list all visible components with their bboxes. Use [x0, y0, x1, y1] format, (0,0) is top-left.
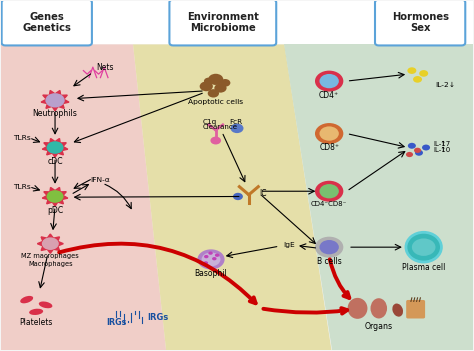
Ellipse shape: [29, 309, 43, 315]
Text: Nets: Nets: [96, 63, 113, 72]
Circle shape: [208, 74, 223, 85]
Text: ↑: ↑: [438, 147, 447, 153]
Circle shape: [215, 253, 219, 257]
Text: Environment
Microbiome: Environment Microbiome: [187, 12, 259, 33]
Circle shape: [407, 67, 416, 74]
Circle shape: [315, 123, 343, 144]
Circle shape: [230, 124, 244, 133]
Text: C1q: C1q: [203, 119, 217, 125]
Circle shape: [419, 70, 428, 77]
Circle shape: [46, 141, 64, 154]
Circle shape: [214, 84, 227, 93]
Polygon shape: [37, 234, 64, 253]
Polygon shape: [42, 139, 68, 157]
Circle shape: [212, 257, 217, 260]
Circle shape: [319, 240, 339, 254]
Polygon shape: [42, 187, 68, 206]
Circle shape: [203, 261, 208, 265]
Text: IL-2↓: IL-2↓: [436, 81, 456, 88]
Circle shape: [319, 74, 339, 88]
Circle shape: [208, 251, 213, 255]
Text: B cells: B cells: [317, 257, 342, 266]
Text: Hormones
Sex: Hormones Sex: [392, 12, 448, 33]
Text: IL-17: IL-17: [433, 141, 450, 147]
Circle shape: [201, 252, 220, 266]
FancyBboxPatch shape: [406, 300, 425, 318]
Text: Organs: Organs: [365, 322, 393, 331]
Text: ↑: ↑: [438, 141, 447, 147]
Text: IFN-α: IFN-α: [90, 177, 110, 183]
Circle shape: [204, 78, 213, 85]
Text: cDC: cDC: [47, 157, 63, 166]
Text: Genes
Genetics: Genes Genetics: [22, 12, 71, 33]
Ellipse shape: [39, 302, 53, 308]
Circle shape: [42, 237, 59, 250]
Text: IC: IC: [260, 189, 267, 198]
Circle shape: [197, 249, 225, 270]
Text: IRGs: IRGs: [147, 313, 168, 322]
Ellipse shape: [392, 304, 403, 317]
Circle shape: [319, 184, 339, 198]
Ellipse shape: [20, 296, 33, 303]
Ellipse shape: [406, 232, 441, 262]
Circle shape: [412, 238, 436, 256]
Polygon shape: [133, 44, 331, 350]
Circle shape: [315, 237, 343, 258]
FancyBboxPatch shape: [169, 0, 276, 45]
Circle shape: [208, 89, 219, 98]
Text: Apoptotic cells: Apoptotic cells: [188, 99, 243, 105]
Text: TLRs: TLRs: [13, 135, 31, 141]
Text: TLRs: TLRs: [13, 184, 31, 190]
Text: CD8⁺: CD8⁺: [319, 143, 339, 152]
Circle shape: [46, 93, 65, 107]
Text: Plasma cell: Plasma cell: [402, 263, 446, 272]
Polygon shape: [0, 1, 474, 44]
Circle shape: [408, 143, 416, 149]
Polygon shape: [0, 44, 166, 350]
FancyBboxPatch shape: [1, 0, 92, 45]
Circle shape: [233, 193, 243, 200]
Ellipse shape: [347, 298, 367, 319]
Circle shape: [200, 81, 213, 91]
Text: IRGs: IRGs: [106, 318, 127, 327]
Text: MZ macrophages
Macrophages: MZ macrophages Macrophages: [21, 253, 79, 267]
Text: pDC: pDC: [47, 206, 63, 215]
Circle shape: [422, 145, 430, 151]
Circle shape: [315, 71, 343, 92]
Circle shape: [204, 255, 209, 258]
Text: FcR: FcR: [229, 119, 243, 125]
Text: CD4⁻CD8⁻: CD4⁻CD8⁻: [311, 201, 347, 207]
Text: Clearance: Clearance: [203, 124, 238, 130]
Circle shape: [46, 190, 64, 203]
Circle shape: [414, 148, 421, 153]
Circle shape: [406, 152, 413, 157]
Ellipse shape: [371, 298, 387, 318]
Text: IL-10: IL-10: [433, 147, 450, 153]
Circle shape: [413, 76, 422, 83]
Text: CD4⁺: CD4⁺: [319, 91, 339, 100]
Text: Basophil: Basophil: [195, 269, 228, 278]
Polygon shape: [41, 91, 69, 111]
Text: Platelets: Platelets: [19, 318, 53, 327]
Circle shape: [315, 181, 343, 202]
Text: Neutrophils: Neutrophils: [33, 109, 77, 118]
Circle shape: [220, 79, 230, 87]
Circle shape: [319, 126, 339, 141]
Circle shape: [415, 150, 423, 156]
Circle shape: [210, 137, 221, 145]
Text: IgE: IgE: [283, 242, 295, 248]
Polygon shape: [284, 44, 474, 350]
FancyBboxPatch shape: [375, 0, 465, 45]
